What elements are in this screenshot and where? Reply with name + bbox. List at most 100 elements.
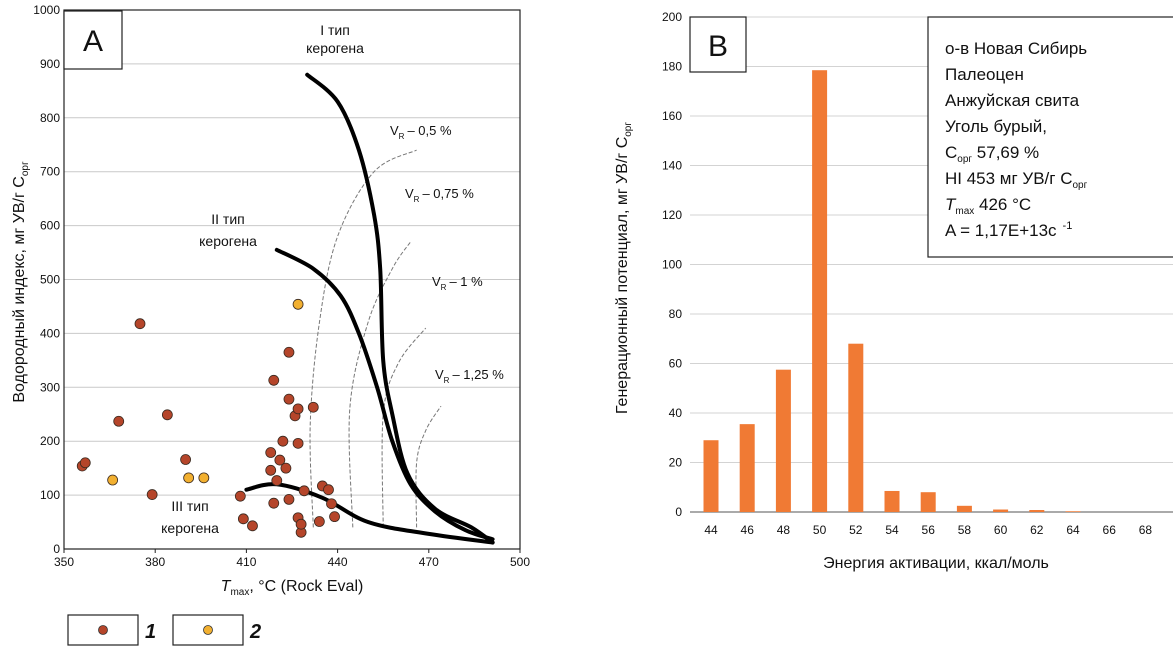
info-a-factor: A = 1,17E+13c -1 (945, 220, 1072, 240)
bar-58 (956, 505, 972, 512)
panel-b-x-tick-label: 50 (813, 523, 827, 537)
panel-a-isolines (309, 149, 442, 528)
sample-point-group-1 (271, 475, 283, 486)
info-corg: Сорг 57,69 % (945, 143, 1039, 165)
sample-point-group-1 (313, 516, 325, 527)
svg-text:VR– 1 %: VR – 1 % (432, 274, 483, 292)
svg-text:VR– 0,75 %: VR – 0,75 % (405, 186, 474, 204)
bar-44 (703, 440, 719, 512)
panel-b-x-tick-label: 46 (741, 523, 755, 537)
isoline-label-1-25: VR – 1,25 % (435, 367, 504, 385)
legend-item-2: 2 (172, 614, 261, 646)
panel-b-y-tick-label: 140 (662, 159, 682, 173)
panel-b-y-tick-label: 20 (669, 456, 683, 470)
panel-a-y-tick-label: 600 (40, 219, 60, 233)
panel-a-x-tick-label: 440 (328, 555, 348, 569)
panel-a-plot-frame (63, 9, 521, 550)
panel-b-y-tick-label: 0 (675, 505, 682, 519)
curve-label-type-ii-line1: II тип (211, 211, 244, 227)
sample-point-group-1 (295, 518, 307, 530)
kerogen-curve-type-ii (274, 247, 495, 542)
sample-point-group-1 (283, 346, 295, 358)
bar-56 (920, 492, 936, 512)
panel-a-x-axis-title: Tmax, °C (Rock Eval) (221, 578, 364, 598)
panel-b-letter-box (689, 16, 747, 73)
panel-b-y-tick-label: 60 (669, 357, 683, 371)
curve-label-type-ii-line2: керогена (199, 233, 257, 249)
sample-point-group-1 (268, 497, 280, 509)
kerogen-curve-type-i (305, 72, 495, 545)
panel-b-y-ticks: 0 20 40 60 80 100 120 140 160 180 200 (662, 10, 682, 519)
panel-b-x-tick-label: 64 (1066, 523, 1080, 537)
curve-label-type-iii-line1: III тип (171, 498, 208, 514)
panel-b-y-tick-label: 180 (662, 60, 682, 74)
panel-b-x-axis-title: Энергия активации, ккал/моль (823, 555, 1049, 572)
sample-point-group-2 (292, 298, 304, 310)
isoline-label-0-75: VR – 0,75 % (405, 186, 474, 204)
sample-point-group-1 (292, 437, 304, 449)
isoline-vr-3 (415, 405, 442, 528)
legend: 1 2 (67, 614, 261, 646)
panel-a-y-tick-label: 100 (40, 488, 60, 502)
panel-b-x-ticks: 44 46 48 50 52 54 56 58 60 62 64 66 68 (704, 523, 1152, 537)
sample-point-group-1 (292, 403, 304, 415)
sample-point-group-1 (161, 409, 173, 421)
bar-60 (993, 509, 1009, 512)
panel-a-y-tick-label: 400 (40, 326, 60, 340)
panel-a-x-tick-label: 380 (145, 555, 165, 569)
sample-point-group-1 (146, 489, 158, 500)
panel-a-y-tick-label: 700 (40, 165, 60, 179)
panel-a-y-ticks: 0 100 200 300 400 500 600 700 800 900 1000 (33, 3, 60, 556)
info-hi: HI 453 мг УВ/г Сорг (945, 169, 1088, 191)
bar-64 (1065, 511, 1081, 512)
sample-point-group-2 (198, 472, 210, 484)
panel-b-y-tick-label: 40 (669, 406, 683, 420)
panel-a-x-ticks: 350 380 410 440 470 500 (54, 549, 530, 569)
panel-a-x-tick-label: 470 (419, 555, 439, 569)
svg-text:2: 2 (249, 621, 261, 643)
panel-b-info-box: о-в Новая Сибирь Палеоцен Анжуйская свит… (927, 16, 1173, 258)
bar-46 (739, 424, 755, 512)
sample-point-group-1 (134, 318, 146, 330)
panel-b-x-tick-label: 48 (777, 523, 791, 537)
panel-a-letter-box (63, 10, 123, 70)
panel-b-x-tick-label: 56 (922, 523, 936, 537)
panel-a-y-tick-label: 200 (40, 434, 60, 448)
panel-b-x-tick-label: 68 (1139, 523, 1153, 537)
sample-point-group-1 (283, 494, 295, 505)
panel-b-y-tick-label: 100 (662, 258, 682, 272)
sample-point-group-1 (265, 447, 277, 458)
sample-point-group-1 (265, 464, 277, 476)
isoline-label-1: VR – 1 % (432, 274, 483, 292)
panel-a-y-axis-title: Водородный индекс, мг УВ/г Сорг (11, 161, 31, 403)
sample-point-group-1 (180, 454, 192, 465)
curve-label-type-iii-line2: керогена (161, 520, 219, 536)
bar-54 (884, 490, 900, 512)
panel-a-y-tick-label: 800 (40, 111, 60, 125)
sample-point-group-1 (280, 462, 292, 474)
sample-point-group-1 (79, 457, 91, 469)
panel-b-y-axis-title: Генерационный потенциал, мг УВ/г Сорг (614, 122, 634, 414)
panel-b-x-tick-label: 62 (1030, 523, 1044, 537)
panel-a-y-tick-label: 1000 (33, 3, 60, 17)
panel-b-y-tick-label: 120 (662, 208, 682, 222)
panel-a-x-tick-label: 350 (54, 555, 74, 569)
bar-62 (1029, 510, 1045, 512)
sample-point-group-1 (268, 374, 280, 386)
isoline-label-0-5: VR – 0,5 % (390, 123, 452, 141)
info-formation: Анжуйская свита (945, 91, 1080, 110)
curve-label-type-i-line2: керогена (306, 40, 364, 56)
panel-a-x-tick-label: 410 (236, 555, 256, 569)
panel-b-x-tick-label: 60 (994, 523, 1008, 537)
panel-a-y-tick-label: 300 (40, 380, 60, 394)
panel-b-x-tick-label: 58 (958, 523, 972, 537)
panel-b-y-tick-label: 80 (669, 307, 683, 321)
svg-text:VR– 0,5 %: VR – 0,5 % (390, 123, 452, 141)
sample-point-group-2 (183, 472, 195, 484)
sample-point-group-1 (323, 484, 334, 496)
sample-point-group-1 (307, 401, 319, 413)
panel-a-points (76, 298, 340, 538)
curve-label-type-i-line1: I тип (320, 22, 350, 38)
sample-point-group-2 (107, 474, 119, 486)
